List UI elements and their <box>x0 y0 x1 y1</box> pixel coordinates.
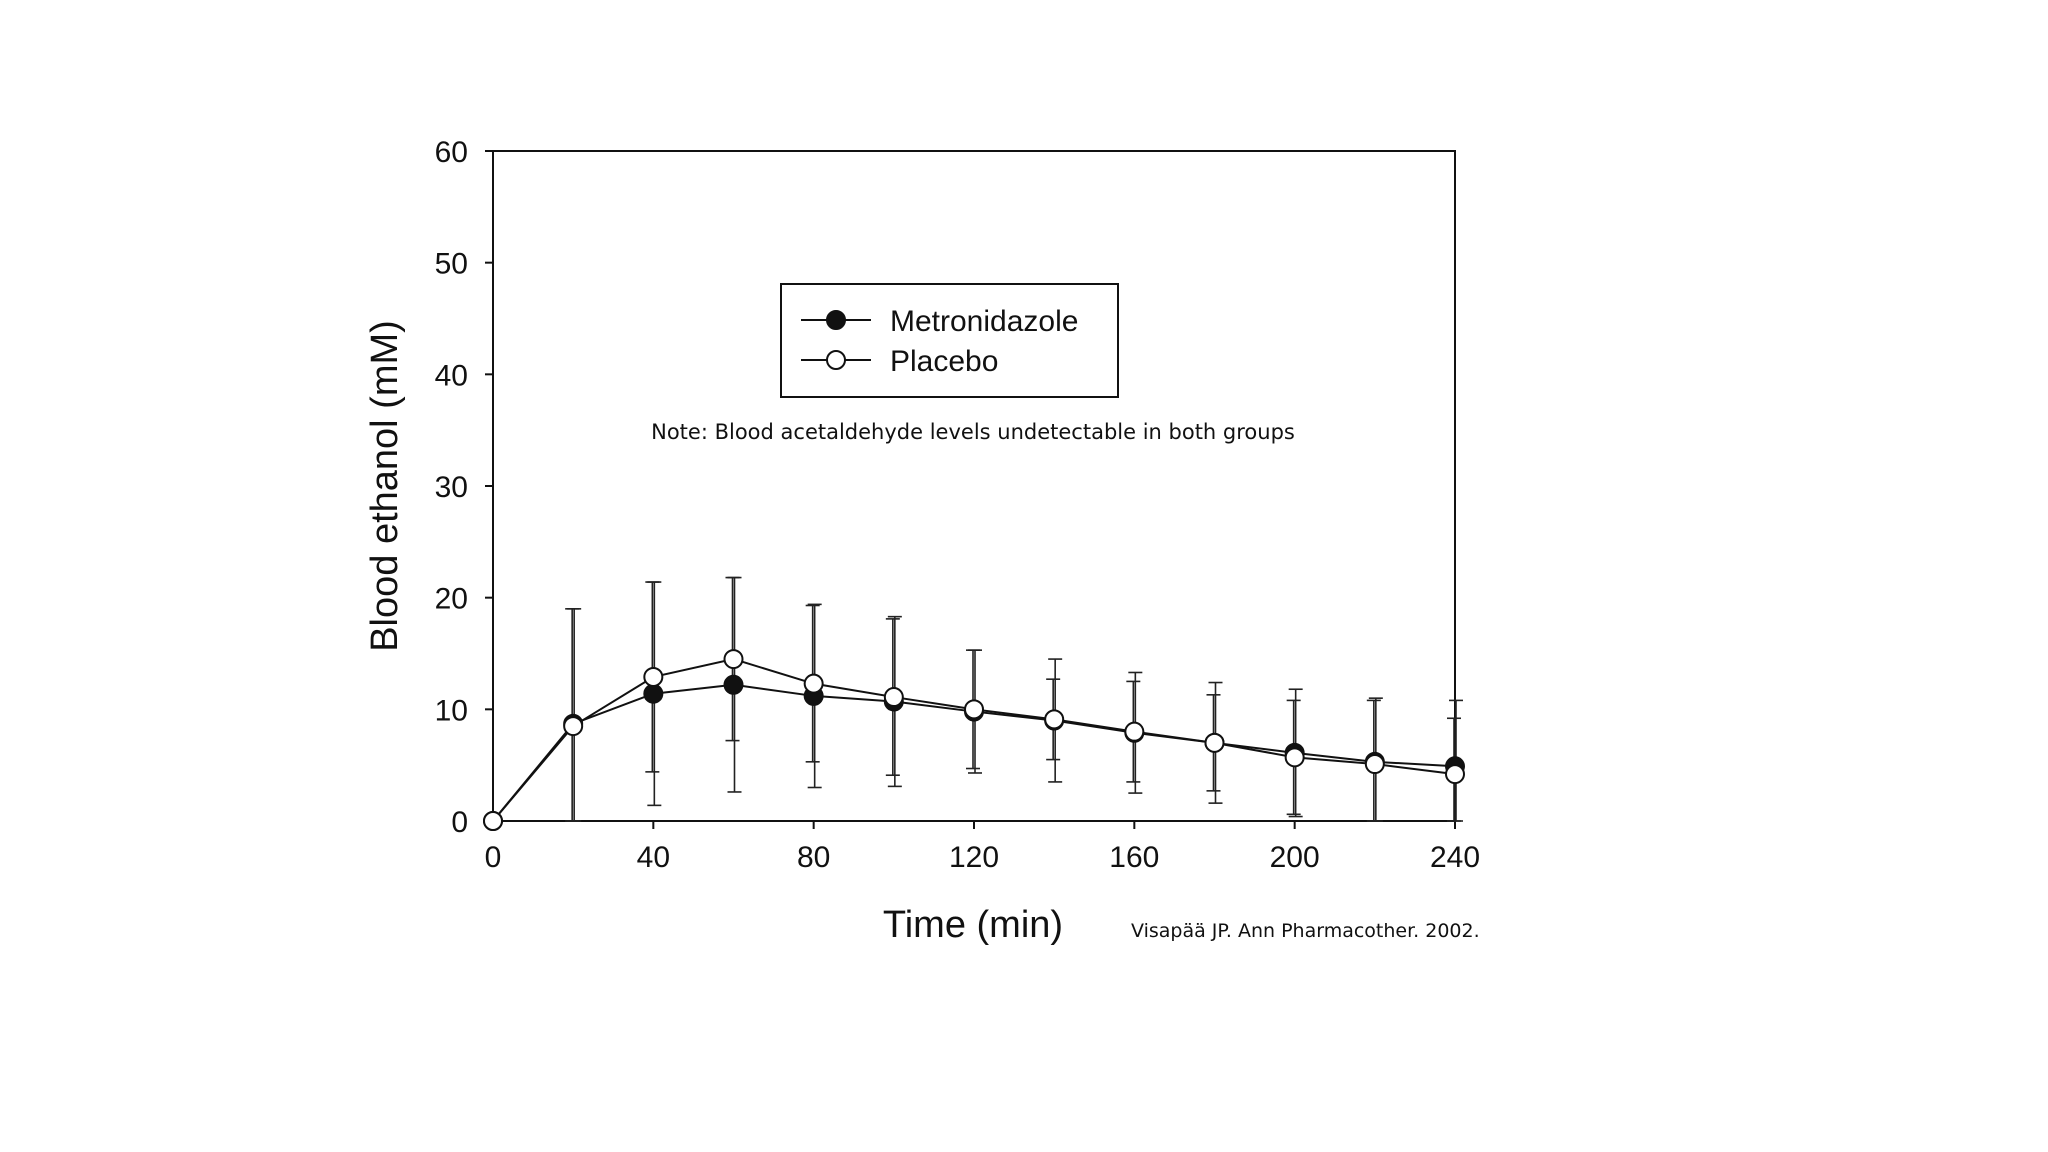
x-tick-label: 120 <box>949 841 999 874</box>
data-point-placebo <box>1204 732 1225 753</box>
y-axis-ticks: 0 10 20 30 40 50 60 <box>435 136 493 839</box>
data-point-metronidazole <box>723 674 744 695</box>
x-tick-label: 240 <box>1430 841 1480 874</box>
x-axis-ticks: 0 40 80 120 160 200 240 <box>485 821 1480 874</box>
x-axis-title: Time (min) <box>883 904 1063 946</box>
note-annotation: Note: Blood acetaldehyde levels undetect… <box>651 420 1295 444</box>
series-metronidazole <box>567 576 1463 822</box>
x-tick-label: 40 <box>637 841 670 874</box>
y-tick-label: 40 <box>435 359 468 392</box>
source-citation: Visapää JP. Ann Pharmacother. 2002. <box>1131 920 1480 942</box>
y-tick-label: 20 <box>435 583 468 616</box>
data-point-placebo <box>483 811 503 831</box>
data-point-placebo <box>723 649 744 670</box>
x-tick-label: 0 <box>485 841 502 874</box>
data-point-placebo <box>1364 754 1385 775</box>
data-point-placebo <box>964 699 984 720</box>
data-point-placebo <box>1044 709 1065 730</box>
y-tick-label: 10 <box>435 694 468 727</box>
x-tick-label: 200 <box>1270 841 1320 874</box>
data-point-metronidazole <box>643 683 664 704</box>
data-point-placebo <box>1445 764 1465 785</box>
data-point-placebo <box>883 687 904 708</box>
data-point-placebo <box>643 666 664 687</box>
series-line-placebo <box>492 658 1456 822</box>
legend-marker-metronidazole <box>826 310 846 330</box>
legend: Metronidazole Placebo <box>780 283 1119 398</box>
data-point-placebo <box>1124 721 1145 742</box>
data-point-placebo <box>1284 747 1305 768</box>
legend-marker-placebo <box>826 350 846 370</box>
legend-label-placebo: Placebo <box>890 345 998 378</box>
series-placebo <box>565 576 1461 822</box>
series-layer <box>483 576 1465 831</box>
data-point-placebo <box>563 716 584 737</box>
y-axis-title: Blood ethanol (mM) <box>364 320 406 652</box>
legend-box <box>780 283 1119 398</box>
legend-label-metronidazole: Metronidazole <box>890 305 1078 338</box>
y-tick-label: 0 <box>451 806 468 839</box>
y-tick-label: 30 <box>435 471 468 504</box>
x-tick-label: 80 <box>797 841 830 874</box>
x-tick-label: 160 <box>1109 841 1159 874</box>
y-tick-label: 50 <box>435 248 468 281</box>
y-tick-label: 60 <box>435 136 468 169</box>
data-point-placebo <box>803 673 824 694</box>
